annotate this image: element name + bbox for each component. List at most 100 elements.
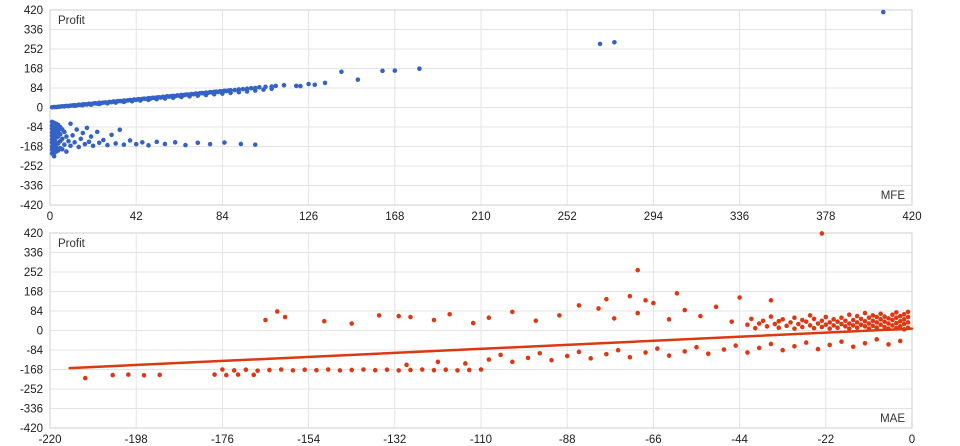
data-point xyxy=(772,321,778,327)
data-point xyxy=(404,362,409,368)
data-point xyxy=(282,314,288,320)
data-point xyxy=(682,349,688,354)
data-point xyxy=(827,320,833,325)
data-point xyxy=(698,313,703,319)
data-point xyxy=(905,314,911,320)
data-point xyxy=(776,325,782,331)
data-point xyxy=(78,136,84,142)
data-point xyxy=(611,316,617,321)
data-point xyxy=(238,141,244,147)
data-point xyxy=(263,317,268,323)
data-point xyxy=(105,142,110,148)
data-point xyxy=(463,361,468,366)
data-point xyxy=(486,315,492,321)
data-point xyxy=(82,375,88,381)
y-tick-label: 84 xyxy=(30,83,43,95)
data-point xyxy=(82,141,88,147)
data-point xyxy=(274,309,280,314)
data-point xyxy=(756,345,762,351)
data-point xyxy=(819,318,825,324)
data-point xyxy=(466,367,472,373)
y-tick-label: -168 xyxy=(20,365,43,377)
data-point xyxy=(72,103,77,109)
trend-line xyxy=(68,327,914,370)
data-point xyxy=(349,321,355,326)
data-point xyxy=(72,140,77,145)
data-point xyxy=(643,350,648,355)
data-point xyxy=(278,367,284,372)
data-point xyxy=(162,96,168,101)
data-point xyxy=(533,318,539,324)
data-point xyxy=(154,96,160,102)
data-point xyxy=(306,81,311,87)
data-point xyxy=(576,349,582,355)
data-point xyxy=(901,317,907,322)
data-point xyxy=(94,129,100,135)
data-point xyxy=(224,372,229,378)
data-point xyxy=(729,319,735,324)
data-point xyxy=(831,323,836,328)
data-point xyxy=(55,128,61,134)
data-point xyxy=(878,311,883,317)
data-point xyxy=(764,324,770,329)
data-point xyxy=(858,322,864,327)
data-point xyxy=(157,372,163,378)
data-point xyxy=(882,314,887,319)
data-point xyxy=(905,320,911,325)
data-point xyxy=(321,318,327,324)
x-tick-label: -198 xyxy=(125,434,148,446)
data-point xyxy=(897,338,903,344)
data-point xyxy=(682,307,688,313)
data-point xyxy=(101,137,106,143)
data-point xyxy=(549,357,554,363)
chart-background xyxy=(0,223,960,446)
data-point xyxy=(211,91,217,97)
data-point xyxy=(882,324,887,330)
data-point xyxy=(261,87,266,92)
data-point xyxy=(854,313,860,319)
data-point xyxy=(537,350,543,356)
data-point xyxy=(843,324,848,329)
y-tick-label: 252 xyxy=(24,44,43,56)
x-tick-label: -88 xyxy=(559,434,576,446)
data-point xyxy=(897,318,903,324)
data-point xyxy=(64,134,69,139)
data-point xyxy=(281,82,287,88)
mfe-chart: 0 42 84 126 168 210 252 294 336 378 420 420 336 252 16… xyxy=(0,0,960,223)
data-point xyxy=(819,231,825,236)
data-point xyxy=(121,99,127,105)
data-point xyxy=(435,359,441,365)
data-point xyxy=(486,357,492,362)
y-tick-label: 336 xyxy=(24,248,43,260)
data-point xyxy=(51,153,57,159)
data-point xyxy=(376,313,382,318)
data-point xyxy=(203,92,209,98)
data-point xyxy=(862,318,868,324)
x-tick-label: 168 xyxy=(385,211,404,223)
data-point xyxy=(870,313,876,318)
data-point xyxy=(129,98,135,104)
data-point xyxy=(886,342,891,347)
data-point xyxy=(870,318,876,324)
data-point xyxy=(290,368,296,373)
data-point xyxy=(819,324,825,330)
data-point xyxy=(737,295,742,300)
data-point xyxy=(372,367,378,373)
data-point xyxy=(901,321,907,327)
mae-chart: -220 -198 -176 -154 -132 -110 -88 -66 -44 -22 0420… xyxy=(0,223,960,446)
data-point xyxy=(792,326,797,331)
data-point xyxy=(207,141,213,147)
data-point xyxy=(847,312,852,318)
data-point xyxy=(721,347,727,352)
data-point xyxy=(557,313,562,318)
chart-background xyxy=(0,0,960,223)
data-point xyxy=(799,317,805,323)
x-tick-label: 336 xyxy=(730,211,749,223)
data-point xyxy=(627,354,633,360)
data-point xyxy=(322,80,328,86)
data-point xyxy=(525,355,531,361)
data-point xyxy=(799,324,805,330)
y-tick-label: -336 xyxy=(20,404,43,416)
y-tick-label: 168 xyxy=(24,64,43,76)
data-point xyxy=(839,339,844,344)
